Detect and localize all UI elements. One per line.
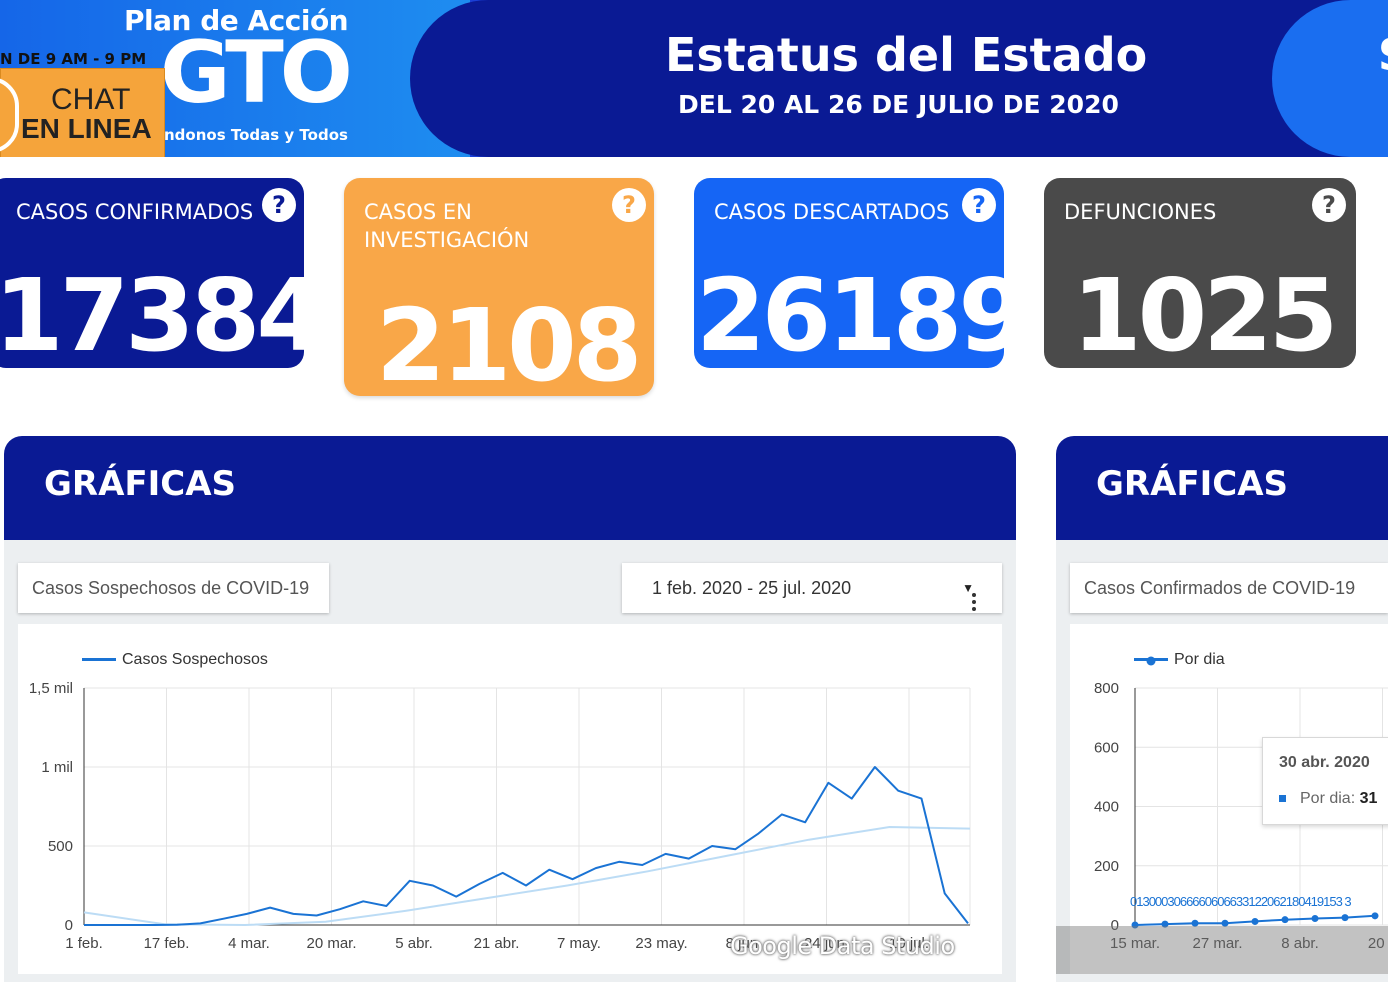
y-tick-label: 0 <box>1111 917 1119 934</box>
y-tick-label: 800 <box>1094 680 1119 697</box>
x-tick-label: 5 abr. <box>395 935 433 952</box>
tooltip-date: 30 abr. 2020 <box>1279 754 1370 771</box>
card-label: DEFUNCIONES <box>1064 200 1217 224</box>
card-value: 1025 <box>1072 257 1338 368</box>
chat-online-button[interactable]: CHAT EN LINEA <box>0 68 165 157</box>
section-title: GRÁFICAS <box>44 464 237 504</box>
card-investigation: CASOS EN INVESTIGACIÓN ? 2108 <box>344 178 654 396</box>
card-label: CASOS DESCARTADOS <box>714 200 950 224</box>
plan-logo-area: Plan de Acción GTO ndonos Todas y Todos … <box>0 0 470 157</box>
x-tick-label: 8 jun. <box>726 935 763 952</box>
data-point <box>1131 921 1139 929</box>
card-label: CASOS EN INVESTIGACIÓN <box>364 200 530 252</box>
x-tick-label: 1 feb. <box>65 935 103 952</box>
x-tick-label: 21 abr. <box>474 935 520 952</box>
data-label-overlay: 0130003066660606633122062180419153 3 <box>1130 894 1351 909</box>
graphs-heading-right: GRÁFICAS <box>1056 436 1388 540</box>
tooltip-row: Por dia: 31 <box>1279 790 1377 808</box>
card-confirmed: CASOS CONFIRMADOS ? 17384 <box>0 178 304 368</box>
section-title: GRÁFICAS <box>1096 464 1289 504</box>
data-point <box>1221 919 1229 927</box>
tooltip-value: 31 <box>1359 790 1378 807</box>
chat-hours: N DE 9 AM - 9 PM <box>0 50 147 68</box>
x-tick-label: 20 mar. <box>306 935 356 952</box>
x-tick-label: 23 may. <box>635 935 687 952</box>
y-tick-label: 500 <box>48 838 73 855</box>
x-tick-label: 20 a <box>1368 935 1388 952</box>
chart-tooltip: 30 abr. 2020 Por dia: 31 <box>1262 737 1388 825</box>
x-tick-label: 8 abr. <box>1281 935 1319 952</box>
next-pill-label: S <box>1378 30 1388 81</box>
legend-marker-icon <box>1146 656 1156 666</box>
graphs-heading-left: GRÁFICAS <box>4 436 1016 540</box>
chart-area-left <box>18 624 1002 974</box>
data-point <box>1161 920 1169 928</box>
y-tick-label: 200 <box>1094 858 1119 875</box>
next-pill[interactable] <box>1272 0 1388 157</box>
chat-label: CHAT <box>51 83 131 116</box>
header-banner: Plan de Acción GTO ndonos Todas y Todos … <box>0 0 1388 157</box>
page-title: Estatus del Estado <box>665 28 1148 82</box>
x-tick-label: 27 mar. <box>1192 935 1242 952</box>
card-value: 26189 <box>696 257 1004 368</box>
gto-logo: GTO <box>160 23 353 123</box>
x-tick-label: 24 jun. <box>804 935 849 952</box>
data-point <box>1251 917 1259 925</box>
help-icon[interactable]: ? <box>1312 188 1346 222</box>
more-options-icon[interactable] <box>972 593 976 611</box>
data-point <box>1311 914 1319 922</box>
series-square-icon <box>1279 795 1286 803</box>
data-studio-watermark: Google Data Studio <box>730 932 955 960</box>
chart-legend: Casos Sospechosos <box>82 651 268 669</box>
card-discarded: CASOS DESCARTADOS ? 26189 <box>694 178 1004 368</box>
page-subtitle: DEL 20 AL 26 DE JULIO DE 2020 <box>678 90 1119 119</box>
legend-label: Casos Sospechosos <box>122 651 268 668</box>
chat-online-label: EN LINEA <box>21 113 152 144</box>
y-tick-label: 0 <box>65 917 73 934</box>
y-tick-label: 1,5 mil <box>29 680 73 697</box>
date-range-picker[interactable]: 1 feb. 2020 - 25 jul. 2020 ▼ <box>622 563 1002 613</box>
data-point <box>1371 912 1379 920</box>
plan-title: Plan de Acción <box>124 4 349 37</box>
card-label: CASOS CONFIRMADOS <box>16 200 254 224</box>
chart-title-box: Casos Confirmados de COVID-19 <box>1070 563 1388 613</box>
help-icon[interactable]: ? <box>612 188 646 222</box>
legend-line-icon <box>82 658 116 662</box>
x-tick-label: 7 may. <box>557 935 601 952</box>
x-tick-label: 4 mar. <box>228 935 270 952</box>
legend-label: Por dia <box>1174 651 1225 668</box>
tooltip-label: Por dia: <box>1300 790 1360 807</box>
chart-title-box: Casos Sospechosos de COVID-19 <box>18 563 329 613</box>
data-point <box>1341 914 1349 922</box>
data-point <box>1191 919 1199 927</box>
y-tick-label: 1 mil <box>41 759 73 776</box>
status-pill <box>410 0 1388 157</box>
dropdown-caret-icon: ▼ <box>962 581 974 595</box>
card-deaths: DEFUNCIONES ? 1025 <box>1044 178 1356 368</box>
x-tick-label: 15 mar. <box>1110 935 1160 952</box>
trend-line <box>83 825 971 927</box>
card-value: 17384 <box>0 257 304 368</box>
y-tick-label: 600 <box>1094 739 1119 756</box>
data-studio-footer <box>1056 926 1388 974</box>
data-point <box>1281 916 1289 924</box>
date-range-value: 1 feb. 2020 - 25 jul. 2020 <box>652 578 852 598</box>
logo-subtitle: ndonos Todas y Todos <box>164 126 348 144</box>
series-line <box>84 766 969 926</box>
card-value: 2108 <box>376 287 642 396</box>
help-icon[interactable]: ? <box>262 188 296 222</box>
help-icon[interactable]: ? <box>962 188 996 222</box>
x-tick-label: 17 feb. <box>144 935 190 952</box>
y-tick-label: 400 <box>1094 799 1119 816</box>
x-tick-label: 10 jul. <box>889 935 929 952</box>
